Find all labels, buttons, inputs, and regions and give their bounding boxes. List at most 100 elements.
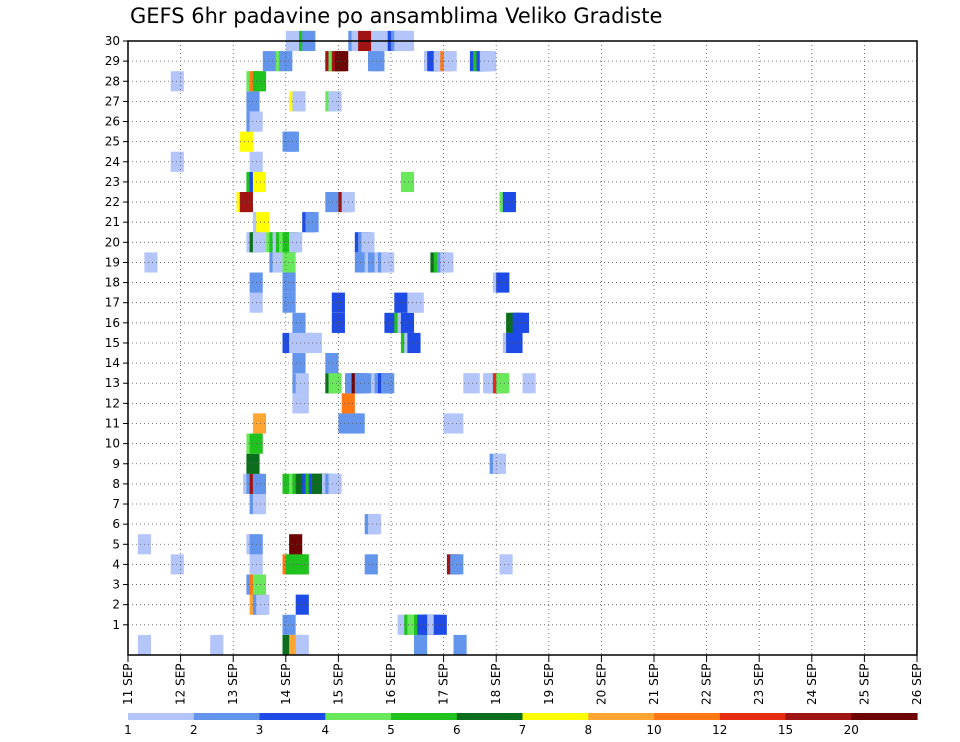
y-tick-label: 4 — [112, 557, 120, 571]
precip-cell — [499, 554, 513, 575]
precip-cell — [443, 51, 457, 72]
x-tick-label: 11 SEP — [121, 663, 135, 705]
y-tick-label: 8 — [112, 477, 120, 491]
y-tick-label: 9 — [112, 457, 120, 471]
precip-cell — [361, 232, 375, 253]
x-axis: 11 SEP 12 SEP 13 SEP 14 SEP 15 SEP 16 SEP 17 S… — [121, 655, 924, 705]
legend-swatch — [325, 713, 392, 720]
y-tick-label: 29 — [105, 54, 120, 68]
precip-cell — [252, 574, 267, 595]
precip-cell — [239, 131, 253, 152]
precip-cell — [289, 534, 303, 555]
x-tick-label: 13 SEP — [226, 663, 240, 705]
y-tick-label: 18 — [105, 276, 120, 290]
y-tick-label: 24 — [105, 155, 120, 169]
precip-cell — [295, 373, 309, 394]
precip-cell — [335, 51, 349, 72]
x-tick-label: 17 SEP — [437, 663, 451, 705]
y-tick-label: 10 — [105, 437, 120, 451]
legend-label: 6 — [453, 723, 461, 737]
precip-cell — [210, 634, 224, 656]
precip-cell — [289, 232, 303, 253]
y-tick-label: 26 — [105, 115, 120, 129]
precip-cell — [453, 634, 467, 656]
legend-swatch — [719, 713, 787, 720]
y-tick-label: 5 — [112, 537, 120, 551]
y-tick-label: 23 — [105, 175, 120, 189]
x-tick-label: 25 SEP — [857, 663, 871, 705]
precip-cell — [295, 634, 309, 656]
y-tick-label: 6 — [112, 517, 120, 531]
precip-cell — [331, 312, 345, 333]
legend-label: 7 — [519, 723, 527, 737]
precip-cell — [410, 292, 424, 313]
legend-label: 3 — [256, 723, 264, 737]
precip-cell — [252, 71, 267, 92]
x-tick-label: 22 SEP — [700, 663, 714, 705]
legend-label: 4 — [321, 723, 329, 737]
legend-swatch — [456, 713, 524, 720]
x-tick-label: 26 SEP — [910, 663, 924, 705]
precip-cell — [371, 51, 385, 72]
x-tick-label: 20 SEP — [594, 663, 608, 705]
legend-label: 1 — [124, 723, 132, 737]
precip-cell — [325, 353, 339, 374]
y-tick-label: 28 — [105, 74, 120, 88]
precip-cell — [502, 192, 516, 213]
precip-cell — [483, 51, 497, 72]
legend-label: 20 — [844, 723, 859, 737]
precip-cell — [256, 212, 270, 233]
legend-label: 12 — [712, 723, 727, 737]
precip-cell — [295, 393, 309, 414]
precip-cell — [325, 192, 339, 213]
legend-swatch — [654, 713, 721, 720]
legend-swatch — [259, 713, 326, 720]
y-tick-label: 11 — [105, 416, 120, 430]
y-tick-label: 1 — [112, 618, 120, 632]
x-tick-label: 15 SEP — [331, 663, 345, 705]
y-tick-label: 25 — [105, 135, 120, 149]
chart-title: GEFS 6hr padavine po ansamblima Veliko G… — [130, 4, 663, 28]
precip-cell — [354, 252, 368, 273]
y-tick-label: 22 — [105, 195, 120, 209]
x-tick-label: 21 SEP — [647, 663, 661, 705]
precip-cell — [170, 151, 184, 172]
precip-cell — [252, 413, 267, 434]
y-tick-label: 12 — [105, 396, 120, 410]
plot-frame — [127, 40, 918, 656]
precip-cell — [252, 473, 267, 494]
precip-cell — [328, 91, 342, 112]
precip-cell — [492, 453, 507, 474]
precip-cell — [440, 252, 454, 273]
precip-cell — [407, 332, 421, 354]
precip-cell — [466, 373, 480, 394]
precip-cell — [384, 312, 398, 333]
y-tick-label: 15 — [105, 336, 120, 350]
legend-label: 15 — [778, 723, 793, 737]
precip-cell — [170, 71, 184, 92]
precip-cell — [509, 332, 523, 354]
y-tick-label: 3 — [112, 578, 120, 592]
precip-cell — [400, 171, 415, 193]
x-tick-label: 24 SEP — [805, 663, 819, 705]
x-tick-label: 12 SEP — [174, 663, 188, 705]
precip-cell — [368, 514, 382, 535]
y-tick-label: 17 — [105, 296, 120, 310]
precip-cell — [414, 634, 428, 656]
precip-cell — [272, 252, 286, 273]
precip-cell — [364, 554, 378, 575]
precip-cell — [496, 373, 510, 394]
precip-cell — [144, 252, 158, 273]
precip-cell — [308, 332, 322, 354]
precip-cell — [137, 634, 152, 656]
precip-cell — [515, 312, 530, 333]
precip-cell — [496, 272, 510, 293]
y-tick-label: 14 — [105, 356, 120, 370]
precip-cell — [239, 192, 253, 213]
precip-cell — [292, 353, 306, 374]
y-tick-label: 19 — [105, 255, 120, 269]
legend-swatch — [588, 713, 655, 720]
precip-cell — [328, 373, 342, 394]
y-tick-label: 2 — [112, 598, 120, 612]
